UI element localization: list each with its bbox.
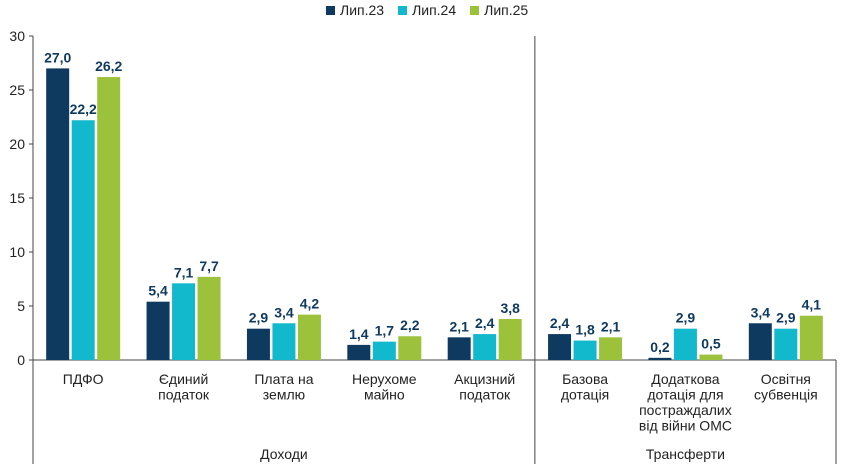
bar-Лип.24-4 bbox=[473, 334, 497, 360]
bar-Лип.24-0 bbox=[71, 120, 95, 361]
data-label: 26,2 bbox=[95, 58, 122, 74]
category-label: дотація bbox=[561, 387, 609, 403]
data-label: 2,1 bbox=[601, 318, 621, 334]
legend-swatch-lyp24 bbox=[398, 5, 408, 15]
bar-Лип.25-7 bbox=[799, 315, 823, 360]
bar-Лип.23-6 bbox=[648, 357, 672, 360]
bar-Лип.25-0 bbox=[97, 77, 121, 360]
bar-Лип.25-6 bbox=[699, 354, 723, 360]
category-label: від війни ОМС bbox=[639, 418, 732, 434]
category-label: постраждалих bbox=[639, 402, 732, 418]
data-label: 3,4 bbox=[751, 304, 771, 320]
category-label: Додаткова bbox=[651, 371, 720, 387]
data-label: 1,7 bbox=[375, 323, 395, 339]
legend-label-lyp25: Лип.25 bbox=[484, 2, 529, 18]
data-label: 22,2 bbox=[70, 101, 97, 117]
category-label: податок bbox=[158, 387, 210, 403]
data-label: 3,8 bbox=[500, 300, 520, 316]
bar-Лип.25-3 bbox=[398, 336, 422, 360]
y-tick-label: 15 bbox=[9, 190, 25, 206]
group-label: Трансферти bbox=[646, 446, 725, 462]
legend-item-lyp25: Лип.25 bbox=[470, 2, 528, 18]
data-label: 7,1 bbox=[174, 264, 194, 280]
data-label: 3,4 bbox=[274, 304, 294, 320]
y-tick-label: 10 bbox=[9, 244, 25, 260]
bar-Лип.23-7 bbox=[748, 323, 772, 360]
data-label: 27,0 bbox=[44, 49, 71, 65]
legend-swatch-lyp25 bbox=[470, 5, 480, 15]
group-label: Доходи bbox=[260, 446, 308, 462]
data-label: 0,5 bbox=[701, 336, 721, 352]
data-label: 2,9 bbox=[676, 310, 696, 326]
category-label: Акцизний bbox=[454, 371, 515, 387]
bar-Лип.24-5 bbox=[573, 340, 597, 360]
category-label: Плата на bbox=[254, 371, 313, 387]
category-label: майно bbox=[364, 387, 405, 403]
bar-Лип.23-3 bbox=[347, 344, 371, 360]
y-tick-label: 30 bbox=[9, 28, 25, 44]
legend-item-lyp23: Лип.23 bbox=[326, 2, 384, 18]
legend: Лип.23 Лип.24 Лип.25 bbox=[326, 2, 528, 18]
data-label: 1,4 bbox=[349, 326, 369, 342]
category-label: податок bbox=[459, 387, 511, 403]
bar-Лип.24-7 bbox=[774, 328, 798, 360]
bar-Лип.23-0 bbox=[46, 68, 70, 361]
legend-swatch-lyp23 bbox=[326, 5, 335, 15]
data-label: 2,9 bbox=[776, 310, 796, 326]
bar-Лип.25-5 bbox=[599, 337, 623, 360]
data-label: 5,4 bbox=[148, 283, 168, 299]
y-tick-label: 0 bbox=[17, 352, 25, 368]
legend-label-lyp23: Лип.23 bbox=[340, 2, 385, 18]
data-label: 4,1 bbox=[802, 297, 822, 313]
category-label: Освітня bbox=[761, 371, 811, 387]
category-label: дотація для bbox=[647, 387, 723, 403]
bar-Лип.23-2 bbox=[246, 328, 270, 360]
data-label: 2,2 bbox=[400, 317, 420, 333]
y-tick-label: 25 bbox=[9, 82, 25, 98]
bar-Лип.23-4 bbox=[447, 337, 471, 360]
bar-Лип.25-2 bbox=[297, 314, 321, 360]
data-label: 2,9 bbox=[249, 310, 269, 326]
category-label: Нерухоме bbox=[352, 371, 417, 387]
y-tick-label: 5 bbox=[17, 298, 25, 314]
bar-Лип.23-5 bbox=[548, 334, 572, 360]
bar-Лип.23-1 bbox=[146, 301, 170, 360]
bar-Лип.24-3 bbox=[372, 341, 396, 360]
data-label: 2,1 bbox=[449, 318, 469, 334]
bar-Лип.24-6 bbox=[673, 328, 697, 360]
data-label: 2,4 bbox=[475, 315, 495, 331]
bar-Лип.25-4 bbox=[498, 318, 522, 360]
category-label: субвенція bbox=[754, 387, 818, 403]
bar-Лип.24-1 bbox=[172, 283, 196, 360]
category-label: Єдиний bbox=[159, 371, 208, 387]
data-label: 7,7 bbox=[199, 258, 219, 274]
legend-item-lyp24: Лип.24 bbox=[398, 2, 456, 18]
data-label: 0,2 bbox=[650, 339, 670, 355]
data-label: 1,8 bbox=[575, 322, 595, 338]
data-label: 2,4 bbox=[550, 315, 570, 331]
legend-label-lyp24: Лип.24 bbox=[412, 2, 457, 18]
bar-Лип.25-1 bbox=[197, 276, 221, 360]
bar-Лип.24-2 bbox=[272, 323, 296, 360]
data-label: 4,2 bbox=[300, 296, 320, 312]
category-label: Базова bbox=[562, 371, 608, 387]
category-label: землю bbox=[263, 387, 305, 403]
y-tick-label: 20 bbox=[9, 136, 25, 152]
category-label: ПДФО bbox=[63, 371, 104, 387]
